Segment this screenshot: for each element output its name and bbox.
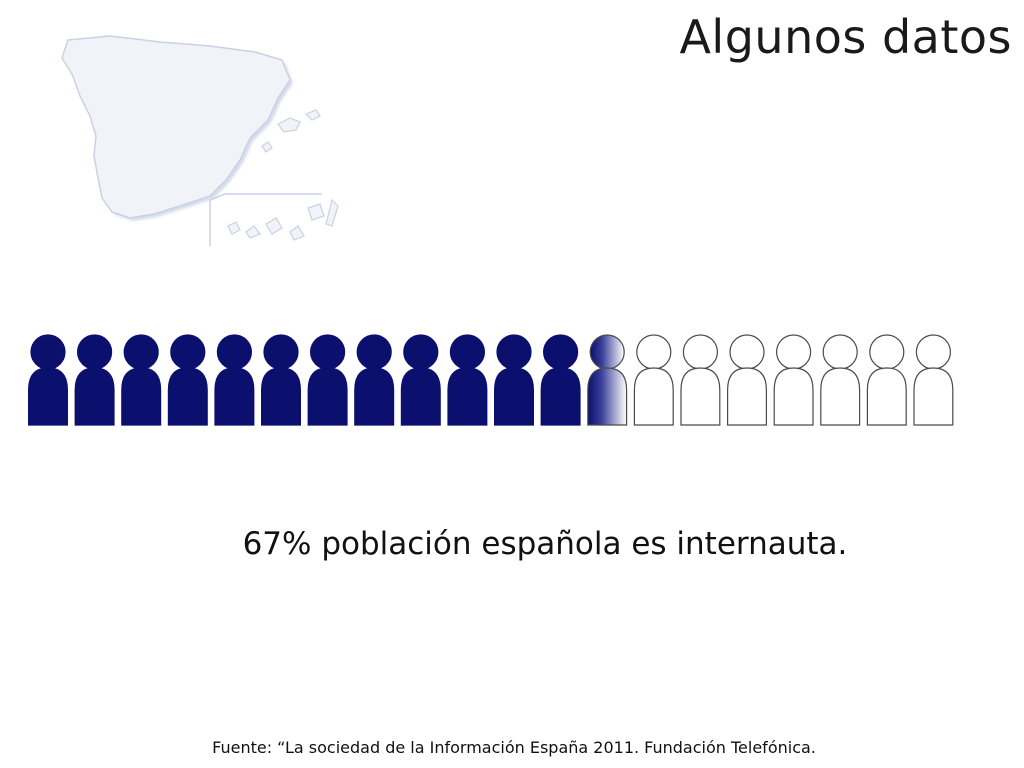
person-body bbox=[214, 367, 255, 426]
person-head bbox=[310, 334, 346, 370]
person-head bbox=[76, 334, 113, 370]
internet-users-caption: 67% población española es internauta. bbox=[242, 526, 848, 562]
person-figure-filled bbox=[167, 334, 208, 426]
person-head bbox=[775, 334, 812, 370]
person-figure-empty bbox=[913, 334, 954, 426]
person-body bbox=[820, 367, 861, 426]
person-body bbox=[400, 367, 441, 426]
person-body bbox=[773, 367, 814, 426]
person-body bbox=[540, 367, 581, 426]
person-head bbox=[682, 334, 719, 370]
person-figure-filled bbox=[74, 334, 115, 426]
person-figure-filled bbox=[354, 334, 395, 426]
person-body bbox=[354, 367, 395, 426]
person-head bbox=[496, 334, 532, 370]
person-body bbox=[261, 367, 301, 426]
person-figure-filled bbox=[121, 334, 162, 426]
person-head bbox=[449, 334, 485, 370]
person-head bbox=[170, 334, 206, 370]
person-figure-filled bbox=[494, 334, 534, 426]
person-body bbox=[587, 367, 628, 426]
person-figure-filled bbox=[447, 334, 488, 426]
person-body bbox=[494, 367, 534, 426]
person-figure-empty bbox=[633, 334, 674, 426]
population-pictogram bbox=[26, 334, 960, 428]
person-head bbox=[589, 334, 625, 370]
person-figure-empty bbox=[727, 334, 767, 426]
person-head bbox=[729, 334, 765, 370]
person-figure-partial bbox=[587, 334, 628, 426]
person-figure-filled bbox=[214, 334, 255, 426]
person-body bbox=[167, 367, 208, 426]
spain-map-icon bbox=[50, 28, 340, 253]
person-figure-filled bbox=[28, 334, 68, 426]
person-figure-empty bbox=[680, 334, 721, 426]
person-head bbox=[263, 334, 299, 370]
person-head bbox=[915, 334, 952, 370]
source-citation: Fuente: “La sociedad de la Información E… bbox=[212, 738, 816, 757]
person-body bbox=[680, 367, 721, 426]
person-body bbox=[121, 367, 162, 426]
person-body bbox=[74, 367, 115, 426]
person-figure-filled bbox=[400, 334, 441, 426]
person-body bbox=[866, 367, 907, 426]
person-figure-filled bbox=[307, 334, 348, 426]
person-figure-empty bbox=[773, 334, 814, 426]
person-head bbox=[216, 334, 252, 370]
person-head bbox=[30, 334, 66, 370]
slide-title: Algunos datos bbox=[679, 10, 1012, 64]
person-figure-filled bbox=[540, 334, 581, 426]
person-head bbox=[636, 334, 672, 370]
person-body bbox=[727, 367, 767, 426]
person-head bbox=[822, 334, 858, 370]
person-body bbox=[307, 367, 348, 426]
person-head bbox=[869, 334, 905, 370]
person-figure-empty bbox=[820, 334, 861, 426]
person-figure-empty bbox=[866, 334, 907, 426]
person-head bbox=[356, 334, 392, 370]
person-head bbox=[403, 334, 439, 370]
person-body bbox=[28, 367, 68, 426]
person-figure-filled bbox=[261, 334, 301, 426]
person-body bbox=[633, 367, 674, 426]
person-head bbox=[123, 334, 159, 370]
person-body bbox=[913, 367, 954, 426]
person-body bbox=[447, 367, 488, 426]
person-head bbox=[542, 334, 579, 370]
